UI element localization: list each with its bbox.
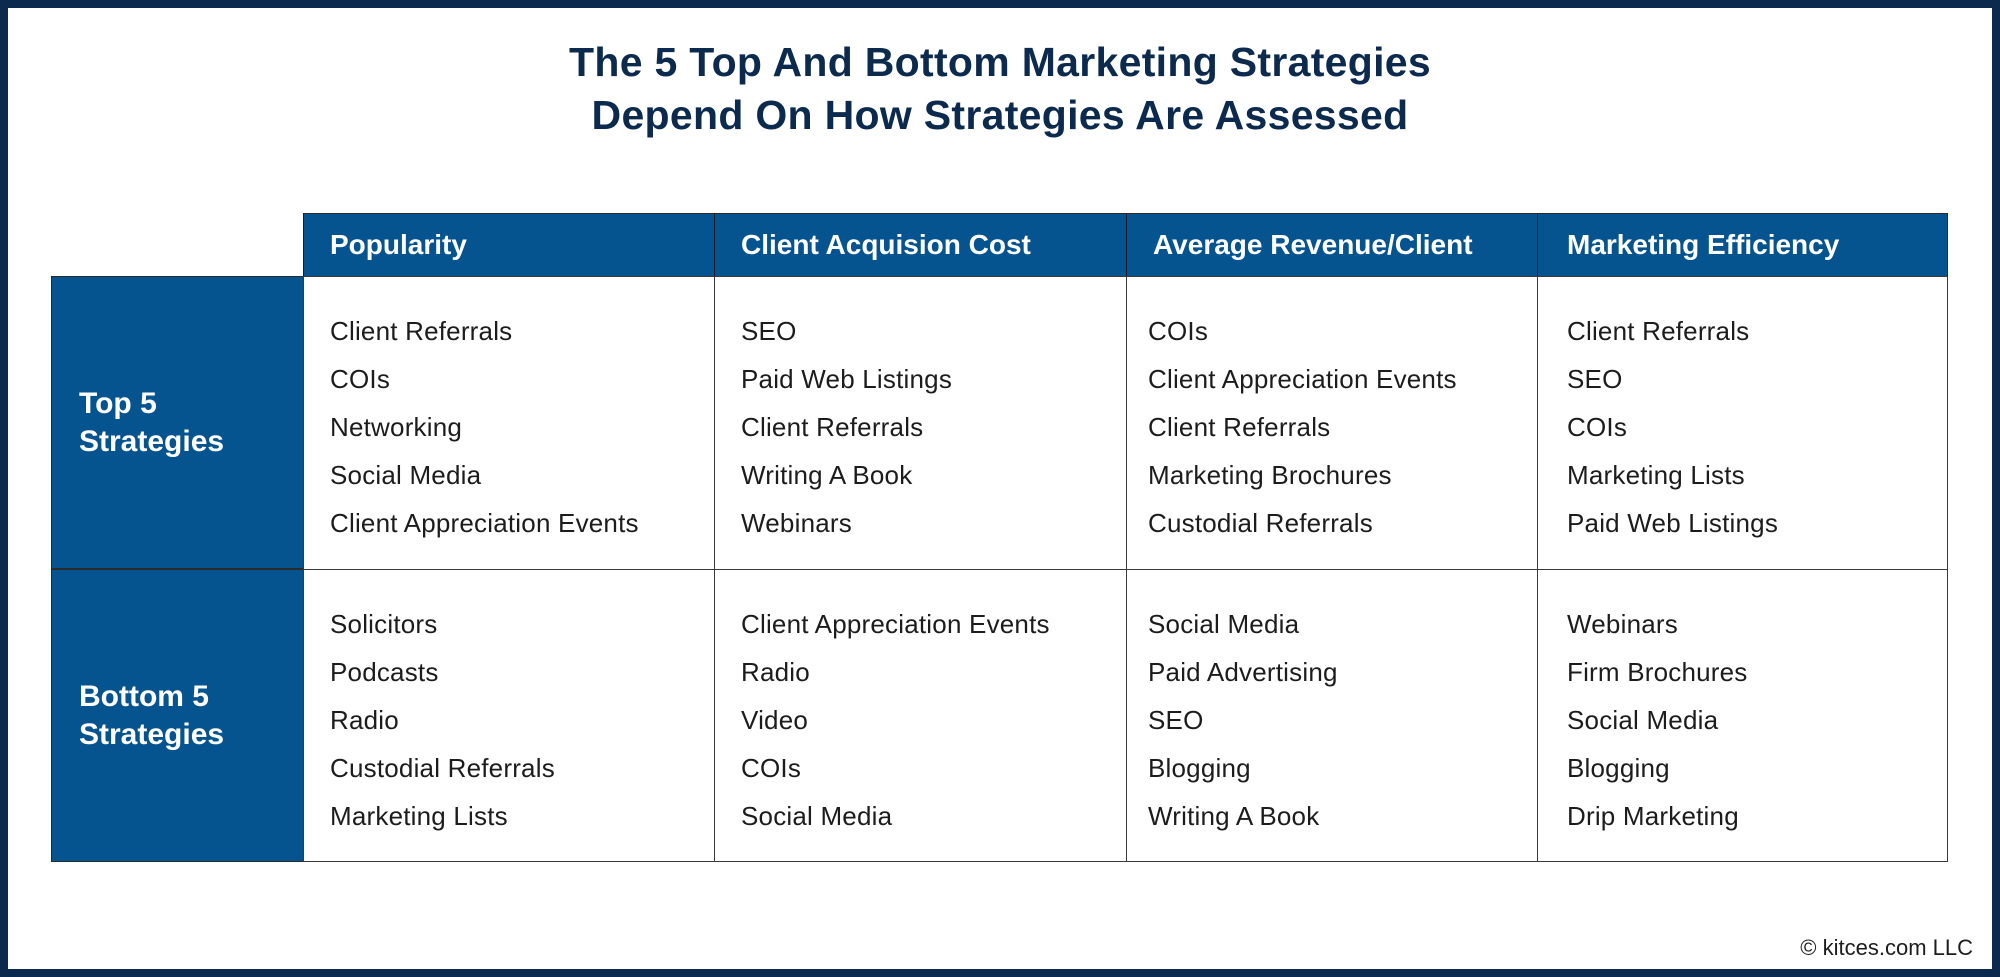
cell-bottom5-client-acquisition-cost: Client Appreciation Events Radio Video C… bbox=[714, 569, 1126, 862]
row-label-line-2: Strategies bbox=[79, 424, 225, 458]
cell-bottom5-popularity: Solicitors Podcasts Radio Custodial Refe… bbox=[303, 569, 714, 862]
list-item: Paid Advertising bbox=[1148, 657, 1338, 687]
list-item: Networking bbox=[330, 412, 463, 442]
list-item: Social Media bbox=[741, 801, 893, 831]
list-item: Blogging bbox=[1567, 753, 1670, 783]
list-item: Social Media bbox=[1567, 705, 1719, 735]
copyright-notice: © kitces.com LLC bbox=[1800, 935, 1973, 960]
row-label-line-1: Bottom 5 bbox=[79, 679, 209, 713]
column-header-average-revenue-per-client: Average Revenue/Client bbox=[1126, 213, 1537, 276]
list-item: Paid Web Listings bbox=[741, 364, 953, 394]
list-item: Custodial Referrals bbox=[330, 753, 555, 783]
list-item: Social Media bbox=[330, 460, 482, 490]
list-item: Webinars bbox=[741, 508, 852, 538]
title-line-2: Depend On How Strategies Are Assessed bbox=[591, 92, 1409, 138]
list-item: SEO bbox=[1567, 364, 1623, 394]
list-item: Video bbox=[741, 705, 809, 735]
list-item: Client Appreciation Events bbox=[1148, 364, 1457, 394]
title-line-1: The 5 Top And Bottom Marketing Strategie… bbox=[569, 39, 1431, 85]
list-item: Solicitors bbox=[330, 609, 438, 639]
cell-top5-client-acquisition-cost: SEO Paid Web Listings Client Referrals W… bbox=[714, 276, 1126, 569]
cell-top5-average-revenue-per-client: COIs Client Appreciation Events Client R… bbox=[1126, 276, 1537, 569]
column-header-client-acquisition-cost: Client Acquision Cost bbox=[714, 213, 1126, 276]
list-item: Social Media bbox=[1148, 609, 1300, 639]
list-item: Marketing Brochures bbox=[1148, 460, 1392, 490]
row-label-bottom-5: Bottom 5 Strategies bbox=[51, 569, 303, 862]
list-item: COIs bbox=[1148, 316, 1209, 346]
list-item: SEO bbox=[1148, 705, 1204, 735]
list-item: Client Referrals bbox=[741, 412, 924, 442]
column-header-popularity: Popularity bbox=[303, 213, 714, 276]
list-item: Webinars bbox=[1567, 609, 1678, 639]
row-label-top-5: Top 5 Strategies bbox=[51, 276, 303, 569]
list-item: Podcasts bbox=[330, 657, 439, 687]
list-item: COIs bbox=[330, 364, 391, 394]
row-label-line-1: Top 5 bbox=[79, 386, 157, 420]
list-item: COIs bbox=[1567, 412, 1628, 442]
list-item: Paid Web Listings bbox=[1567, 508, 1779, 538]
list-item: Radio bbox=[330, 705, 399, 735]
list-item: Drip Marketing bbox=[1567, 801, 1739, 831]
cell-bottom5-average-revenue-per-client: Social Media Paid Advertising SEO Bloggi… bbox=[1126, 569, 1537, 862]
list-item: COIs bbox=[741, 753, 802, 783]
list-item: Writing A Book bbox=[1148, 801, 1320, 831]
list-item: Client Referrals bbox=[1567, 316, 1750, 346]
list-item: Client Appreciation Events bbox=[330, 508, 639, 538]
list-item: Firm Brochures bbox=[1567, 657, 1748, 687]
cell-bottom5-marketing-efficiency: Webinars Firm Brochures Social Media Blo… bbox=[1537, 569, 1948, 862]
list-item: Marketing Lists bbox=[330, 801, 508, 831]
list-item: Blogging bbox=[1148, 753, 1251, 783]
list-item: Client Appreciation Events bbox=[741, 609, 1050, 639]
list-item: Radio bbox=[741, 657, 810, 687]
list-item: SEO bbox=[741, 316, 797, 346]
list-item: Writing A Book bbox=[741, 460, 913, 490]
page-title: The 5 Top And Bottom Marketing Strategie… bbox=[0, 36, 2000, 142]
list-item: Client Referrals bbox=[1148, 412, 1331, 442]
list-item: Custodial Referrals bbox=[1148, 508, 1373, 538]
cell-top5-marketing-efficiency: Client Referrals SEO COIs Marketing List… bbox=[1537, 276, 1948, 569]
row-label-line-2: Strategies bbox=[79, 717, 225, 751]
list-item: Client Referrals bbox=[330, 316, 513, 346]
cell-top5-popularity: Client Referrals COIs Networking Social … bbox=[303, 276, 714, 569]
column-header-marketing-efficiency: Marketing Efficiency bbox=[1537, 213, 1948, 276]
list-item: Marketing Lists bbox=[1567, 460, 1745, 490]
